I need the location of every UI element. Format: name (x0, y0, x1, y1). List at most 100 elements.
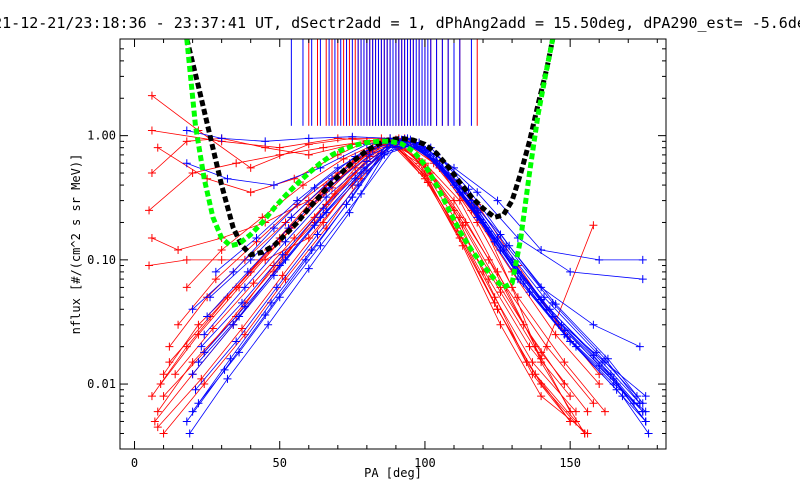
series-point-1-0 (147, 126, 156, 135)
series-line-23 (198, 140, 646, 397)
series-point-3-1 (188, 169, 197, 178)
series-point-22-2 (269, 224, 278, 233)
series-point-22-3 (310, 183, 319, 192)
series-point-34-3 (301, 255, 310, 264)
series-point-13-10 (528, 358, 537, 367)
series-point-21-10 (638, 275, 647, 284)
series-point-20-1 (217, 134, 226, 143)
series-point-10-0 (147, 392, 156, 401)
series-point-4-3 (261, 255, 270, 264)
series-point-34-10 (589, 351, 598, 360)
series-point-33-0 (211, 267, 220, 276)
series-point-2-4 (304, 150, 313, 159)
chart-title: 2021-12-21/23:18:36 - 23:37:41 UT, dSect… (0, 14, 800, 32)
series-point-6-0 (153, 143, 162, 152)
series-point-35-10 (609, 374, 618, 383)
series-point-9-11 (589, 399, 598, 408)
series-point-12-1 (211, 275, 220, 284)
series-line-35 (203, 140, 647, 422)
series-point-19-8 (458, 221, 467, 230)
y-tick-label-2: 1.00 (87, 129, 116, 143)
series-point-2-1 (182, 137, 191, 146)
series-point-29-9 (557, 320, 566, 329)
series-point-16-3 (278, 271, 287, 280)
series-point-5-1 (174, 246, 183, 255)
series-point-17-0 (182, 283, 191, 292)
series-point-12-11 (595, 380, 604, 389)
series-point-3-0 (145, 206, 154, 215)
series-point-21-9 (566, 267, 575, 276)
series-point-20-0 (182, 126, 191, 135)
series-point-21-1 (223, 174, 232, 183)
series-point-9-3 (281, 218, 290, 227)
series-point-16-4 (319, 218, 328, 227)
series-point-11-9 (496, 320, 505, 329)
series-point-11-1 (200, 380, 209, 389)
series-point-35-4 (362, 166, 371, 175)
series-point-4-1 (182, 255, 191, 264)
series-line-24 (192, 145, 644, 412)
series-point-19-10 (537, 354, 546, 363)
x-axis-label: PA [deg] (364, 466, 422, 480)
series-point-8-0 (153, 407, 162, 416)
series-point-14-11 (560, 380, 569, 389)
series-point-26-2 (272, 283, 281, 292)
series-line-32 (198, 145, 644, 404)
series-point-17-11 (601, 407, 610, 416)
x-tick-label-3: 150 (559, 456, 581, 470)
fit-curve-green (184, 39, 556, 290)
series-point-32-2 (275, 293, 284, 302)
series-point-28-2 (264, 320, 273, 329)
series-point-13-11 (571, 407, 580, 416)
series-point-16-2 (237, 324, 246, 333)
series-point-35-2 (281, 255, 290, 264)
series-point-7-1 (194, 320, 203, 329)
series-point-24-4 (348, 193, 357, 202)
series-point-4-2 (217, 255, 226, 264)
series-point-1-3 (333, 134, 342, 143)
series-point-35-3 (322, 208, 331, 217)
series-point-9-0 (165, 342, 174, 351)
series-point-32-8 (505, 241, 514, 250)
y-tick-label-1: 0.10 (87, 253, 116, 267)
series-point-19-2 (249, 279, 258, 288)
series-point-22-0 (188, 305, 197, 314)
y-tick-label-0: 0.01 (87, 377, 116, 391)
series-point-20-11 (638, 255, 647, 264)
series-point-21-0 (182, 159, 191, 168)
series-point-32-10 (603, 354, 612, 363)
series-line-29 (201, 139, 644, 412)
series-point-35-7 (473, 208, 482, 217)
series-line-11 (163, 141, 588, 434)
series-point-19-11 (589, 221, 598, 230)
series-point-33-9 (571, 342, 580, 351)
x-tick-label-2: 100 (414, 456, 436, 470)
series-point-34-2 (261, 310, 270, 319)
series-point-34-0 (182, 417, 191, 426)
series-point-16-9 (490, 298, 499, 307)
series-point-28-1 (223, 374, 232, 383)
series-point-35-11 (641, 417, 650, 426)
series-point-32-9 (551, 300, 560, 309)
series-point-2-0 (147, 169, 156, 178)
series-point-6-2 (246, 188, 255, 197)
series-point-27-9 (566, 337, 575, 346)
series-point-27-2 (287, 213, 296, 222)
series-point-17-1 (217, 246, 226, 255)
series-point-35-6 (432, 156, 441, 165)
series-point-19-0 (171, 370, 180, 379)
series-point-35-1 (240, 302, 249, 311)
series-line-17 (186, 137, 606, 412)
series-line-7 (163, 140, 571, 422)
series-point-25-3 (322, 193, 331, 202)
series-point-23-0 (194, 358, 203, 367)
series-point-12-0 (174, 320, 183, 329)
series-point-23-3 (316, 213, 325, 222)
series-point-25-1 (240, 283, 249, 292)
series-point-18-0 (159, 392, 168, 401)
series-point-34-9 (537, 295, 546, 304)
series-point-15-11 (583, 407, 592, 416)
series-point-21-2 (269, 181, 278, 190)
series-point-30-0 (188, 370, 197, 379)
series-point-31-1 (243, 267, 252, 276)
